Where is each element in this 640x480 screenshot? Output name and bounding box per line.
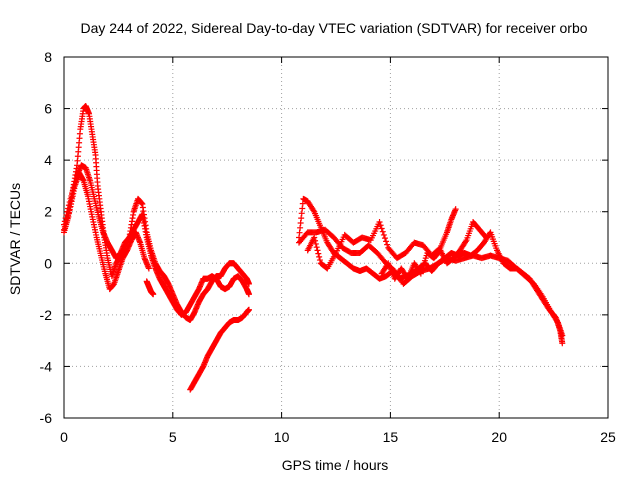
data-point: [245, 306, 252, 313]
x-tick-label: 5: [169, 429, 177, 445]
data-point: [312, 237, 319, 244]
data-point: [559, 340, 566, 347]
data-point: [65, 212, 72, 219]
axis-ticks: 0 5 10 15 20 25 -6 -4 -2 0 2 4 6 8: [40, 49, 616, 445]
series-trace-I: [378, 219, 490, 282]
data-point: [381, 235, 388, 242]
data-point: [315, 250, 322, 257]
x-axis-label: GPS time / hours: [282, 457, 389, 473]
data-point: [376, 219, 383, 226]
data-point: [559, 332, 566, 339]
data-point: [380, 231, 387, 238]
series-trace-G: [296, 226, 566, 339]
data-point: [64, 215, 71, 222]
data-point: [483, 234, 490, 241]
series-trace-B: [61, 162, 252, 318]
grid: [64, 57, 608, 418]
x-tick-label: 15: [383, 429, 399, 445]
y-tick-label: 4: [44, 152, 52, 168]
y-tick-label: 2: [44, 204, 52, 220]
y-tick-label: -4: [40, 358, 53, 374]
y-tick-label: 6: [44, 101, 52, 117]
data-point: [310, 207, 317, 214]
y-tick-label: 0: [44, 255, 52, 271]
x-tick-label: 0: [60, 429, 68, 445]
data-point: [452, 206, 459, 213]
data-point: [61, 223, 68, 230]
data-point: [377, 222, 384, 229]
data-point: [65, 209, 72, 216]
series-trace-D: [143, 278, 157, 298]
y-tick-label: -2: [40, 307, 53, 323]
plot-frame: [63, 56, 609, 419]
data-point: [63, 218, 70, 225]
x-tick-label: 20: [491, 429, 507, 445]
chart-title: Day 244 of 2022, Sidereal Day-to-day VTE…: [80, 20, 587, 36]
data-point: [379, 228, 386, 235]
data-point: [245, 291, 252, 298]
data-point: [150, 291, 157, 298]
data-point: [145, 265, 152, 272]
data-point: [378, 225, 385, 232]
data-point: [554, 318, 561, 325]
x-tick-label: 25: [600, 429, 616, 445]
data-point: [66, 206, 73, 213]
data-point: [482, 233, 489, 240]
data-point: [61, 226, 67, 233]
series-trace-E: [187, 306, 252, 393]
series-trace-F: [296, 195, 566, 347]
data-markers: [61, 102, 566, 393]
data-point: [311, 234, 318, 241]
data-point: [62, 220, 69, 227]
x-tick-label: 10: [274, 429, 290, 445]
y-axis-label: SDTVAR / TECUs: [7, 183, 23, 295]
data-point: [316, 253, 323, 260]
data-point: [314, 247, 321, 254]
data-point: [312, 240, 319, 247]
data-point: [384, 241, 391, 248]
data-point: [316, 257, 323, 264]
data-point: [462, 238, 469, 245]
data-point: [383, 238, 390, 245]
y-tick-label: -6: [40, 410, 53, 426]
series-trace-C: [61, 170, 152, 293]
data-point: [313, 244, 320, 251]
y-tick-label: 8: [44, 49, 52, 65]
